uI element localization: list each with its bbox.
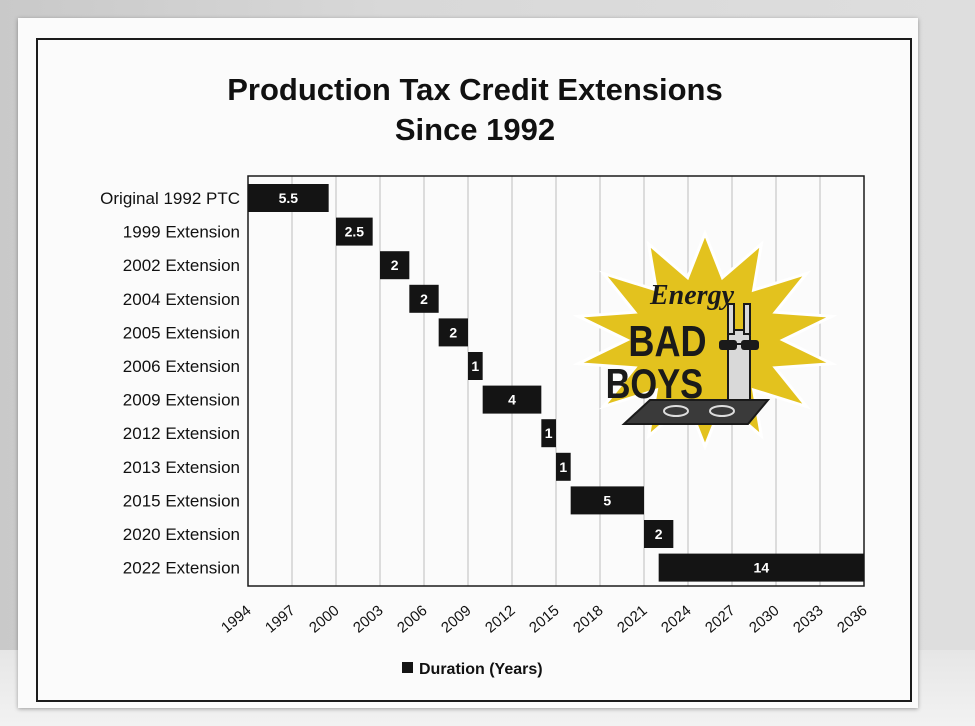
starburst-icon [572, 229, 838, 451]
category-labels: Original 1992 PTC 1999 Extension 2002 Exte… [100, 189, 240, 578]
bar [556, 452, 571, 481]
plug-mascot-icon [719, 303, 759, 417]
bar [541, 419, 556, 448]
category-label: 2002 Extension [123, 256, 240, 275]
bar [570, 486, 644, 515]
bar [438, 318, 468, 347]
category-label: Original 1992 PTC [100, 189, 240, 208]
x-tick-label: 2033 [790, 602, 826, 636]
badge-line-1: Energy [649, 280, 735, 311]
x-tick-label: 2012 [482, 602, 518, 636]
bar-value-label: 2 [655, 526, 663, 542]
x-tick-label: 2027 [702, 602, 738, 636]
x-tick-label: 2024 [658, 602, 694, 636]
category-label: 2009 Extension [123, 391, 240, 410]
x-tick-label: 2006 [394, 602, 430, 636]
x-tick-label: 2030 [746, 602, 782, 636]
x-tick-label: 2003 [350, 602, 386, 636]
chart-title-line-2: Since 1992 [395, 112, 555, 147]
bar-value-label: 5.5 [279, 190, 299, 206]
x-tick-label: 1994 [218, 602, 254, 636]
bar [409, 284, 439, 313]
x-tick-label: 2021 [614, 602, 650, 636]
bar-value-label: 1 [471, 358, 479, 374]
legend-swatch [402, 662, 413, 673]
bar [336, 217, 373, 246]
category-label: 2015 Extension [123, 491, 240, 510]
bar-value-label: 1 [545, 425, 553, 441]
x-tick-label: 2036 [834, 602, 870, 636]
category-label: 2022 Extension [123, 559, 240, 578]
x-tick-label: 2015 [526, 602, 562, 636]
bar-value-label: 14 [754, 560, 770, 576]
x-tick-label: 2000 [306, 602, 342, 636]
category-label: 2020 Extension [123, 525, 240, 544]
x-tick-labels: 1994 1997 2000 2003 2006 2009 2012 2015 2018 2021… [218, 602, 870, 636]
badge-line-2: BAD [628, 317, 706, 366]
bar-value-label: 2 [391, 257, 399, 273]
bar-value-label: 4 [508, 392, 516, 408]
bar [248, 184, 329, 212]
poster-frame [36, 38, 912, 702]
bar-value-label: 5 [603, 492, 611, 508]
category-label: 2013 Extension [123, 458, 240, 477]
bar [644, 520, 674, 548]
bar-value-label: 2 [420, 291, 428, 307]
x-tick-label: 2018 [570, 602, 606, 636]
bar [468, 352, 483, 380]
category-label: 2006 Extension [123, 357, 240, 376]
bar [380, 251, 410, 280]
plot-area [247, 175, 865, 587]
stove-top-icon [621, 399, 771, 425]
bar-value-label: 1 [559, 459, 567, 475]
chart-title-line-1: Production Tax Credit Extensions [227, 72, 723, 107]
legend-label: Duration (Years) [419, 661, 543, 678]
x-tick-label: 1997 [262, 602, 298, 636]
bar-value-label: 2 [449, 324, 457, 340]
energy-bad-boys-badge: Energy BAD BOYS [572, 229, 838, 451]
category-label: 2004 Extension [123, 290, 240, 309]
category-label: 2005 Extension [123, 323, 240, 342]
bar [482, 385, 542, 414]
bar-value-label: 2.5 [345, 224, 365, 240]
category-label: 2012 Extension [123, 424, 240, 443]
category-label: 1999 Extension [123, 223, 240, 242]
bar [658, 553, 864, 582]
x-tick-label: 2009 [438, 602, 474, 636]
